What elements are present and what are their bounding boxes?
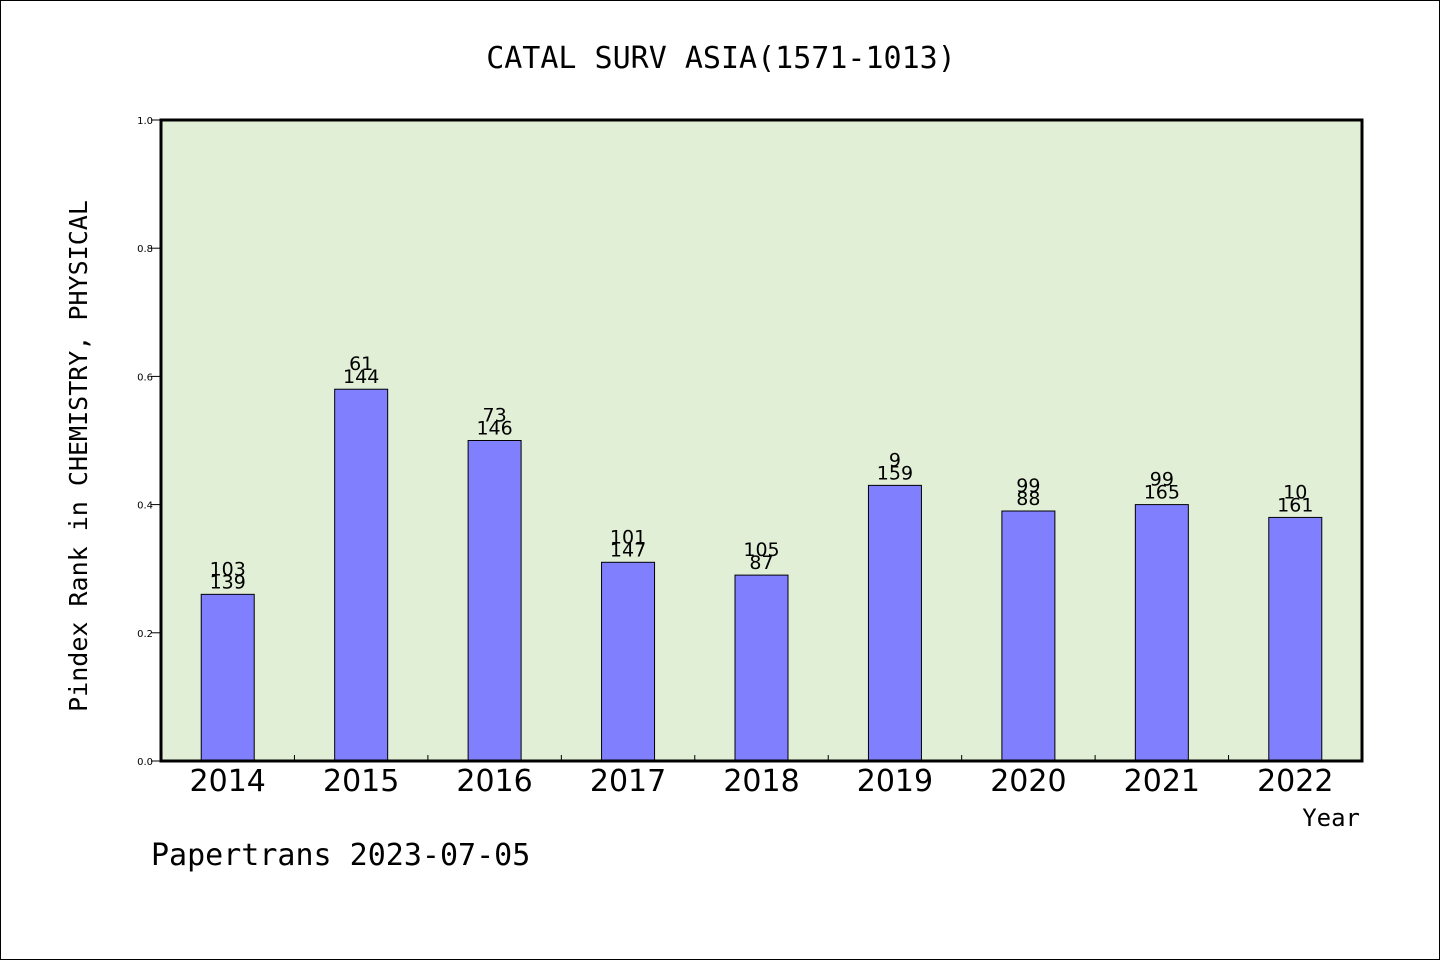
bar-2021 <box>1134 504 1189 762</box>
bar-label-top: 99 <box>1150 469 1174 491</box>
chart-title: CATAL SURV ASIA(1571-1013) <box>486 41 956 76</box>
y-tick-label: 1.0 <box>137 116 153 127</box>
bars-group <box>200 388 1323 762</box>
footer-text: Papertrans 2023-07-05 <box>151 838 530 873</box>
bar-2019 <box>867 484 922 762</box>
y-tick-label: 0.6 <box>137 372 153 383</box>
bar-2015 <box>334 388 389 762</box>
bar-label-bottom: 165 <box>1144 482 1180 504</box>
bar-2016 <box>467 440 522 762</box>
x-tick-label: 2019 <box>857 764 933 799</box>
x-tick-label: 2018 <box>723 764 799 799</box>
bar-2017 <box>601 561 656 762</box>
bar-2020 <box>1001 510 1056 762</box>
bar-2014 <box>200 593 255 762</box>
y-tick-label: 0.0 <box>137 757 153 768</box>
y-tick-label: 0.2 <box>137 629 153 640</box>
bar-label-bottom: 147 <box>610 539 646 561</box>
bar-label-bottom: 88 <box>1016 488 1040 510</box>
bar-2022 <box>1268 516 1323 762</box>
y-axis-label: Pindex Rank in CHEMISTRY, PHYSICAL <box>64 200 93 712</box>
x-tick-label: 2017 <box>590 764 666 799</box>
bar-label-top: 103 <box>210 558 246 580</box>
bar-label-top: 73 <box>483 405 507 427</box>
bar-label-top: 105 <box>743 539 779 561</box>
bar-label-bottom: 146 <box>476 418 512 440</box>
x-tick-label: 2014 <box>190 764 266 799</box>
y-tick-label: 0.8 <box>137 244 153 255</box>
x-tick-label: 2016 <box>456 764 532 799</box>
bar-label-bottom: 87 <box>749 552 773 574</box>
bar-label-top: 101 <box>610 526 646 548</box>
x-axis-label: Year <box>1302 804 1360 832</box>
bar-2018 <box>734 574 789 762</box>
bar-label-top: 10 <box>1283 481 1307 503</box>
bar-label-bottom: 161 <box>1277 494 1313 516</box>
plot-border <box>159 118 1364 763</box>
x-tick-label: 2015 <box>323 764 399 799</box>
y-tick-label: 0.4 <box>137 501 153 512</box>
bar-label-top: 61 <box>349 353 373 375</box>
x-tick-label: 2022 <box>1257 764 1333 799</box>
bar-label-bottom: 144 <box>343 366 379 388</box>
bar-label-bottom: 159 <box>877 462 913 484</box>
bar-label-bottom: 139 <box>210 571 246 593</box>
x-tick-label: 2020 <box>990 764 1066 799</box>
y-axis: 0.0 0.2 0.4 0.6 0.8 1.0 <box>137 116 161 768</box>
x-tick-label: 2021 <box>1124 764 1200 799</box>
x-axis: 2014 2015 2016 2017 2018 2019 2020 2021 2022 <box>190 755 1333 799</box>
bar-label-top: 99 <box>1016 475 1040 497</box>
bar-label-top: 9 <box>889 449 901 471</box>
